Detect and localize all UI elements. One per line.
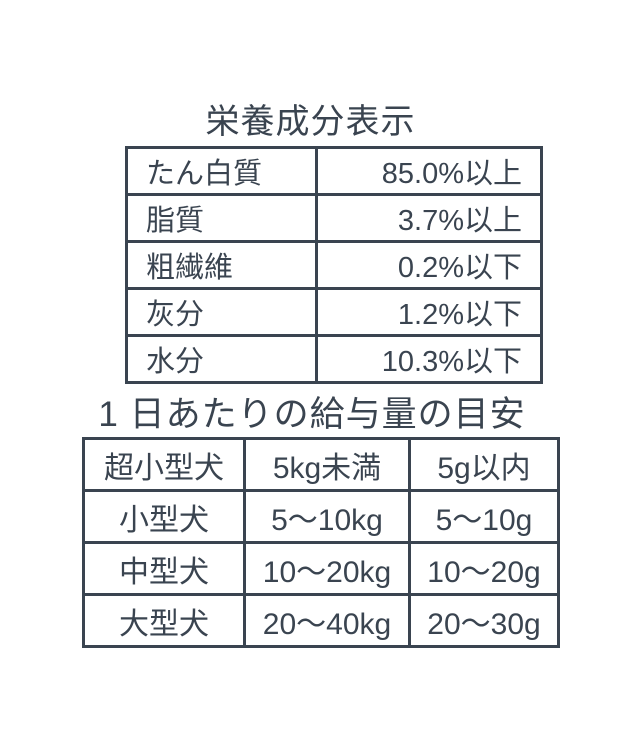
nutrient-label-cell: 水分 [125, 334, 318, 384]
table-row: 大型犬 20〜40kg 20〜30g [82, 593, 560, 648]
nutrient-value-cell: 10.3%以下 [315, 334, 543, 384]
feeding-amount-cell: 20〜30g [408, 593, 560, 648]
table-row: 脂質 3.7%以上 [125, 193, 543, 243]
feeding-amount-cell: 5〜10g [408, 489, 560, 544]
nutrient-value-cell: 0.2%以下 [315, 240, 543, 290]
nutrient-value-cell: 1.2%以下 [315, 287, 543, 337]
nutrition-section-title: 栄養成分表示 [205, 103, 416, 141]
dog-type-cell: 超小型犬 [82, 437, 246, 492]
nutrient-label-cell: 灰分 [125, 287, 318, 337]
feeding-amount-cell: 5g以内 [408, 437, 560, 492]
nutrient-label-cell: たん白質 [125, 146, 318, 196]
table-row: たん白質 85.0%以上 [125, 146, 543, 196]
feeding-section-title: 1 日あたりの給与量の目安 [98, 395, 526, 434]
feeding-amount-cell: 10〜20g [408, 541, 560, 596]
dog-weight-cell: 20〜40kg [243, 593, 411, 648]
nutrient-label-cell: 脂質 [125, 193, 318, 243]
dog-weight-cell: 5〜10kg [243, 489, 411, 544]
table-row: 粗繊維 0.2%以下 [125, 240, 543, 290]
nutrient-value-cell: 85.0%以上 [315, 146, 543, 196]
table-row: 灰分 1.2%以下 [125, 287, 543, 337]
dog-weight-cell: 5kg未満 [243, 437, 411, 492]
nutrient-label-cell: 粗繊維 [125, 240, 318, 290]
nutrition-table: たん白質 85.0%以上 脂質 3.7%以上 粗繊維 0.2%以下 灰分 1.2… [125, 146, 543, 384]
table-row: 小型犬 5〜10kg 5〜10g [82, 489, 560, 544]
dog-type-cell: 小型犬 [82, 489, 246, 544]
table-row: 水分 10.3%以下 [125, 334, 543, 384]
nutrient-value-cell: 3.7%以上 [315, 193, 543, 243]
feeding-guide-table: 超小型犬 5kg未満 5g以内 小型犬 5〜10kg 5〜10g 中型犬 10〜… [82, 437, 560, 648]
dog-weight-cell: 10〜20kg [243, 541, 411, 596]
dog-type-cell: 中型犬 [82, 541, 246, 596]
table-row: 中型犬 10〜20kg 10〜20g [82, 541, 560, 596]
table-row: 超小型犬 5kg未満 5g以内 [82, 437, 560, 492]
dog-type-cell: 大型犬 [82, 593, 246, 648]
